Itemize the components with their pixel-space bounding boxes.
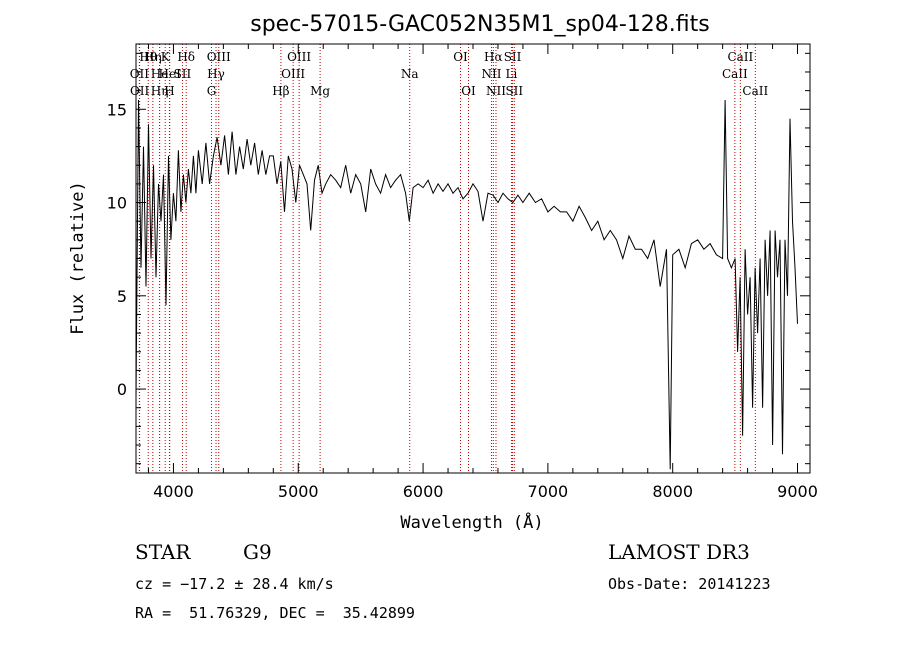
spectral-line-label: Hγ (207, 67, 225, 81)
spectral-line-label: NII (486, 84, 506, 98)
plot-frame (135, 43, 811, 474)
spectral-line-label: K (161, 50, 171, 64)
spectral-line-label: CaII (727, 50, 753, 64)
redshift-cz: cz = −17.2 ± 28.4 km/s (135, 575, 334, 593)
y-tick-label: 0 (117, 380, 127, 399)
spectral-line-label: Hα (484, 50, 503, 64)
spectral-line-label: OIII (207, 50, 231, 64)
y-tick-label: 15 (107, 100, 127, 119)
spectral-line-label: Hβ (272, 84, 289, 98)
spectral-line-label: OIII (287, 50, 311, 64)
spectral-line-label: SII (504, 50, 522, 64)
spectral-line-label: Hδ (177, 50, 195, 64)
x-tick-label: 9000 (777, 482, 818, 501)
spectral-line-label: SII (174, 67, 192, 81)
object-class: STAR (135, 540, 191, 564)
spectral-line-label: G (207, 84, 217, 98)
x-axis-label: Wavelength (Å) (400, 511, 543, 533)
x-axis-ticks: 4000 5000 6000 7000 8000 9000 (147, 44, 818, 501)
y-tick-label: 10 (107, 194, 127, 213)
spectral-line-label: Li (506, 67, 518, 81)
spectral-line-label: Mg (310, 84, 330, 98)
y-axis-ticks: 0 5 10 15 (107, 52, 810, 465)
object-subclass: G9 (243, 540, 272, 564)
y-axis-label: Flux (relative) (68, 181, 88, 335)
spectral-line-label: SII (505, 84, 523, 98)
x-tick-label: 5000 (278, 482, 319, 501)
obs-date: Obs-Date: 20141223 (608, 575, 771, 593)
spectral-line-label: Na (401, 67, 419, 81)
spectral-line-label: NII (481, 67, 501, 81)
coordinates: RA = 51.76329, DEC = 35.42899 (135, 604, 415, 622)
spectral-line-label: CaII (742, 84, 768, 98)
spectral-line-label: OI (461, 84, 476, 98)
spectral-line-label: Hη (144, 50, 162, 64)
spectrum-line (135, 99, 798, 470)
spectral-line-label: CaII (722, 67, 748, 81)
x-tick-label: 6000 (403, 482, 444, 501)
spectral-line-label: Hη (151, 84, 169, 98)
survey-name: LAMOST DR3 (608, 540, 750, 564)
x-tick-label: 8000 (652, 482, 693, 501)
x-tick-label: 4000 (153, 482, 194, 501)
chart-title: spec-57015-GAC052N35M1_sp04-128.fits (250, 12, 710, 37)
y-tick-label: 5 (117, 287, 127, 306)
spectral-line-label: OI (453, 50, 468, 64)
spectral-line-label: H (164, 84, 174, 98)
x-tick-label: 7000 (528, 482, 569, 501)
spectral-line-label: OIII (281, 67, 305, 81)
